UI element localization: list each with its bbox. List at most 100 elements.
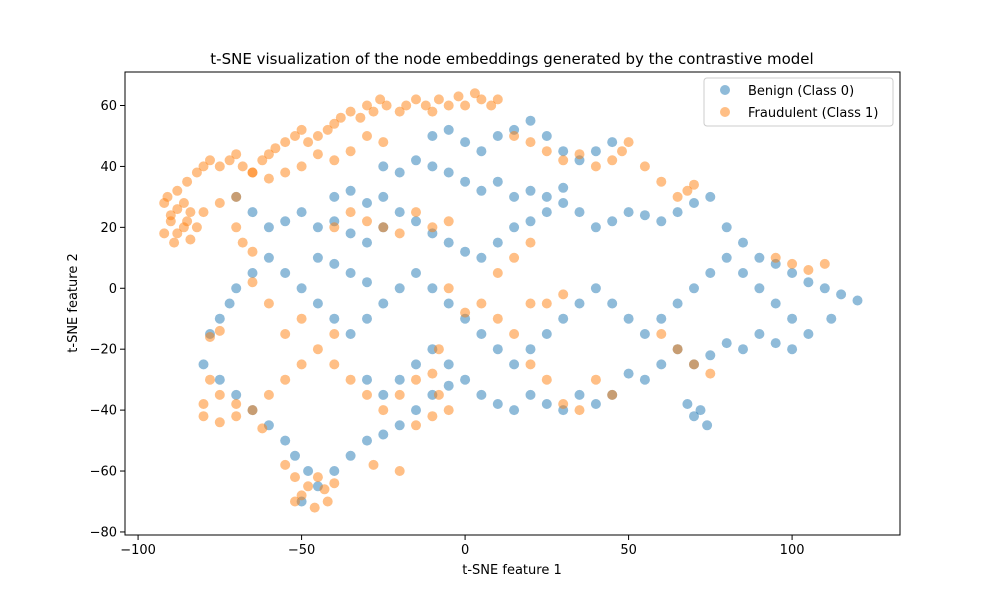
data-point xyxy=(721,252,732,263)
data-point xyxy=(355,112,366,123)
data-point xyxy=(257,155,268,166)
data-point xyxy=(205,155,215,166)
data-point xyxy=(574,298,585,309)
data-point xyxy=(296,161,307,172)
data-point xyxy=(492,344,503,355)
data-point xyxy=(231,283,242,294)
data-point xyxy=(460,137,471,148)
data-point xyxy=(247,167,258,178)
data-point xyxy=(476,146,487,157)
data-point xyxy=(672,344,683,355)
data-point xyxy=(469,88,480,99)
data-point xyxy=(787,313,798,324)
data-point xyxy=(312,222,323,233)
data-point xyxy=(296,207,307,218)
data-point xyxy=(224,298,235,309)
data-point xyxy=(433,94,444,105)
data-point xyxy=(607,389,618,400)
data-point xyxy=(378,161,389,172)
data-point xyxy=(309,502,320,513)
data-point xyxy=(525,344,536,355)
data-point xyxy=(443,405,454,416)
data-point xyxy=(590,222,601,233)
x-tick-label: −50 xyxy=(288,543,315,558)
data-point xyxy=(541,298,552,309)
data-point xyxy=(362,313,372,324)
data-point xyxy=(427,368,438,379)
data-point xyxy=(689,283,699,294)
data-point xyxy=(257,423,268,434)
data-point xyxy=(214,161,225,172)
data-point xyxy=(509,329,520,339)
data-point xyxy=(237,237,248,248)
data-point xyxy=(345,450,356,461)
data-point xyxy=(721,338,732,349)
y-tick-label: 40 xyxy=(100,160,117,175)
data-point xyxy=(420,100,431,111)
data-point xyxy=(378,405,389,416)
data-point xyxy=(303,466,314,476)
data-point xyxy=(427,411,438,422)
data-point xyxy=(574,405,585,416)
data-point xyxy=(280,459,291,470)
data-point xyxy=(185,234,196,245)
data-point xyxy=(345,374,356,385)
data-point xyxy=(280,167,291,178)
data-point xyxy=(689,411,699,422)
data-point xyxy=(590,374,601,385)
x-tick-label: −100 xyxy=(120,543,156,558)
data-point xyxy=(329,222,340,233)
data-point xyxy=(623,368,634,379)
data-point xyxy=(738,268,748,278)
data-point xyxy=(280,137,291,148)
data-point xyxy=(639,374,650,385)
data-point xyxy=(590,161,601,172)
data-point xyxy=(280,374,291,385)
data-point xyxy=(639,161,650,172)
legend-label-fraudulent: Fraudulent (Class 1) xyxy=(748,106,878,121)
data-point xyxy=(460,307,471,318)
data-point xyxy=(290,450,300,461)
series-1 xyxy=(159,88,830,513)
data-point xyxy=(427,131,438,141)
data-point xyxy=(803,265,814,275)
data-point xyxy=(443,283,454,294)
data-point xyxy=(394,207,405,218)
data-point xyxy=(427,106,438,117)
y-tick-label: −80 xyxy=(90,525,117,540)
data-point xyxy=(411,359,421,370)
y-axis-label: t-SNE feature 2 xyxy=(66,253,81,352)
data-point xyxy=(623,207,634,218)
data-point xyxy=(362,131,372,141)
data-point xyxy=(198,399,209,409)
data-point xyxy=(590,283,601,294)
data-point xyxy=(191,222,202,233)
y-tick-label: 0 xyxy=(109,282,117,297)
data-point xyxy=(231,399,242,409)
data-point xyxy=(656,329,667,339)
data-point xyxy=(329,466,340,476)
data-point xyxy=(214,417,225,428)
data-point xyxy=(345,146,356,157)
data-point xyxy=(312,344,323,355)
data-point xyxy=(329,258,340,269)
data-point xyxy=(702,420,713,431)
data-point xyxy=(368,106,379,117)
data-point xyxy=(509,252,520,263)
data-point xyxy=(231,222,242,233)
data-point xyxy=(656,359,667,370)
data-point xyxy=(172,204,183,215)
data-point xyxy=(509,131,520,141)
data-point xyxy=(574,207,585,218)
data-point xyxy=(770,298,781,309)
data-point xyxy=(705,268,716,278)
y-tick-label: −40 xyxy=(90,404,117,419)
data-point xyxy=(296,124,307,135)
data-point xyxy=(345,329,356,339)
data-point xyxy=(296,359,307,370)
data-point xyxy=(787,344,798,355)
data-point xyxy=(443,298,454,309)
data-point xyxy=(558,289,569,300)
data-point xyxy=(695,405,706,416)
data-point xyxy=(411,374,421,385)
